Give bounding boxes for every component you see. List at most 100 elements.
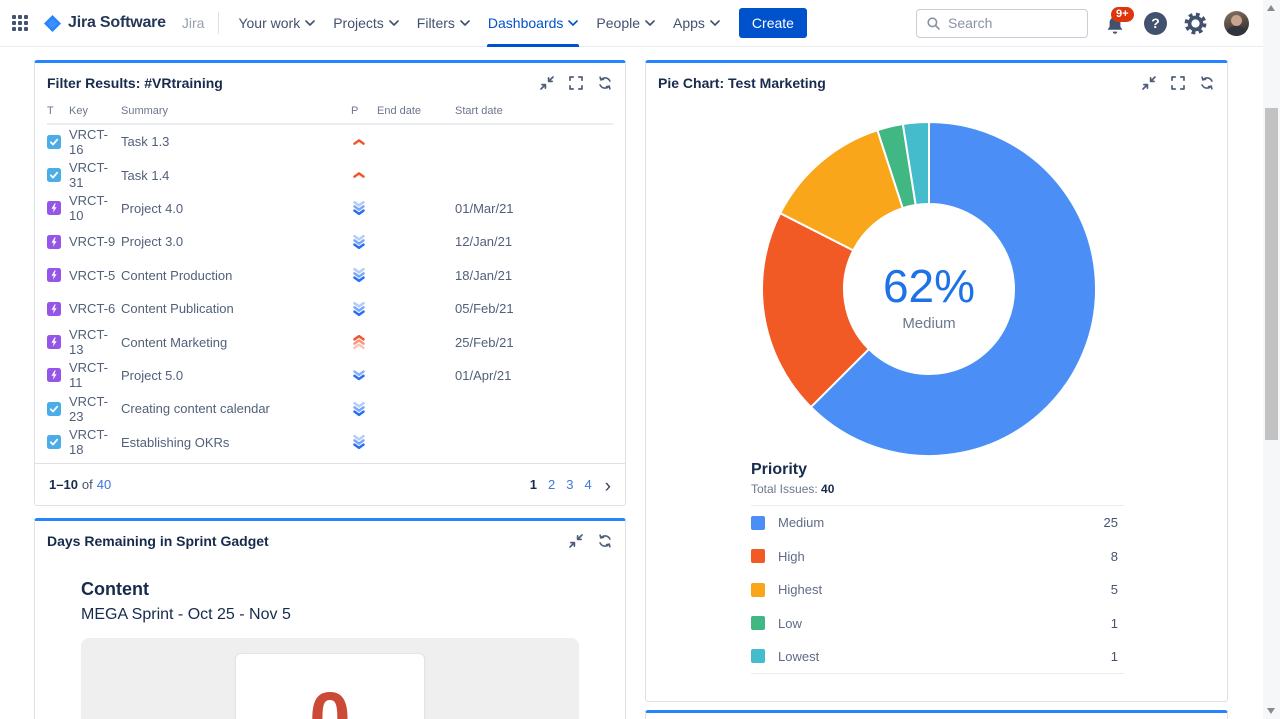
issue-key[interactable]: VRCT-10	[69, 193, 108, 224]
issue-type-cell	[47, 201, 69, 216]
issue-summary[interactable]: Project 3.0	[121, 234, 184, 250]
issue-row-vrct-16[interactable]: VRCT-16 Task 1.3	[47, 125, 613, 158]
priority-lowest-icon	[353, 234, 365, 249]
col-key: Key	[69, 105, 88, 117]
issue-row-vrct-18[interactable]: VRCT-18 Establishing OKRs	[47, 426, 613, 459]
issue-key[interactable]: VRCT-11	[69, 360, 108, 391]
scrollbar-down-arrow[interactable]	[1267, 708, 1275, 714]
issue-row-vrct-6[interactable]: VRCT-6 Content Publication 05/Feb/21	[47, 292, 613, 325]
issue-row-vrct-11[interactable]: VRCT-11 Project 5.0 01/Apr/21	[47, 359, 613, 392]
page-link-4[interactable]: 4	[584, 477, 592, 492]
issue-priority-cell	[351, 301, 377, 317]
nav-item-your-work[interactable]: Your work	[229, 0, 324, 47]
issue-key[interactable]: VRCT-18	[69, 427, 108, 458]
user-avatar[interactable]	[1224, 10, 1249, 36]
page-link-3[interactable]: 3	[566, 477, 574, 492]
issue-priority-cell	[351, 234, 377, 250]
refresh-gadget-icon[interactable]	[1199, 75, 1215, 91]
legend-row-high: High 8	[751, 540, 1124, 574]
issue-key[interactable]: VRCT-9	[69, 234, 116, 250]
issue-summary[interactable]: Project 5.0	[121, 367, 184, 383]
issue-summary[interactable]: Establishing OKRs	[121, 434, 230, 450]
pie-slice-high[interactable]	[761, 211, 871, 409]
maximize-gadget-icon[interactable]	[1170, 75, 1186, 91]
collapse-gadget-icon[interactable]	[568, 533, 584, 549]
issue-row-vrct-5[interactable]: VRCT-5 Content Production 18/Jan/21	[47, 259, 613, 292]
issue-start-date: 18/Jan/21	[455, 267, 513, 283]
jira-logo[interactable]: Jira Software	[44, 14, 166, 32]
app-switcher-icon[interactable]	[12, 15, 28, 31]
vertical-scrollbar[interactable]	[1263, 0, 1280, 719]
legend-row-lowest: Lowest 1	[751, 640, 1124, 674]
settings-gear-icon[interactable]	[1184, 12, 1207, 35]
search-input[interactable]	[948, 15, 1068, 31]
jira-diamond-icon	[44, 14, 61, 32]
issue-key[interactable]: VRCT-31	[69, 160, 108, 191]
col-summary: Summary	[121, 105, 169, 117]
page-link-2[interactable]: 2	[547, 477, 556, 492]
nav-items: Your work Projects Filters Dashboards People…	[229, 0, 728, 47]
total-issues-value: 40	[821, 482, 835, 496]
next-page-button[interactable]: ›	[604, 476, 611, 497]
create-button[interactable]: Create	[738, 8, 807, 38]
legend-swatch-lowest	[751, 649, 765, 664]
col-priority: P	[351, 105, 359, 117]
issue-summary[interactable]: Content Publication	[121, 301, 234, 317]
task-type-icon	[47, 435, 61, 450]
issue-type-cell	[47, 168, 69, 183]
issue-row-vrct-23[interactable]: VRCT-23 Creating content calendar	[47, 392, 613, 425]
legend-swatch-low	[751, 616, 765, 631]
total-results-link[interactable]: 40	[96, 477, 112, 492]
issue-summary[interactable]: Task 1.4	[121, 167, 170, 183]
issue-summary[interactable]: Project 4.0	[121, 200, 184, 216]
chevron-down-icon	[568, 20, 579, 26]
col-end-date: End date	[377, 105, 422, 117]
issue-key[interactable]: VRCT-6	[69, 301, 116, 317]
issue-type-cell	[47, 301, 69, 316]
legend-row-highest: Highest 5	[751, 573, 1124, 607]
issue-row-vrct-13[interactable]: VRCT-13 Content Marketing 25/Feb/21	[47, 325, 613, 358]
nav-item-dashboards[interactable]: Dashboards	[479, 0, 588, 47]
issue-key[interactable]: VRCT-5	[69, 267, 116, 283]
table-body: VRCT-16 Task 1.3 VRCT-31 Task 1.4 VRCT-10 Pro…	[47, 125, 613, 459]
issue-row-vrct-10[interactable]: VRCT-10 Project 4.0 01/Mar/21	[47, 192, 613, 225]
chevron-down-icon	[388, 20, 399, 26]
issue-summary[interactable]: Content Marketing	[121, 334, 228, 350]
refresh-gadget-icon[interactable]	[597, 75, 613, 91]
issue-priority-cell	[351, 434, 377, 450]
donut-center-label: Medium	[902, 315, 955, 332]
scrollbar-up-arrow[interactable]	[1267, 5, 1275, 11]
issue-start-date: 25/Feb/21	[455, 334, 514, 350]
issue-key[interactable]: VRCT-23	[69, 393, 108, 424]
issue-row-vrct-31[interactable]: VRCT-31 Task 1.4	[47, 158, 613, 191]
priority-low-icon	[353, 370, 365, 381]
priority-lowest-icon	[353, 301, 365, 316]
issue-summary[interactable]: Task 1.3	[121, 134, 170, 150]
issue-summary[interactable]: Content Production	[121, 267, 233, 283]
pie-slice-medium[interactable]	[809, 120, 1097, 457]
issue-type-cell	[47, 401, 69, 416]
nav-item-apps[interactable]: Apps	[664, 0, 729, 47]
pie-slice-lowest[interactable]	[901, 120, 930, 207]
nav-item-filters[interactable]: Filters	[408, 0, 479, 47]
of-label: of	[81, 477, 93, 492]
scrollbar-thumb[interactable]	[1265, 108, 1278, 440]
help-button[interactable]: ?	[1144, 11, 1167, 35]
nav-item-projects[interactable]: Projects	[324, 0, 408, 47]
issue-key[interactable]: VRCT-16	[69, 126, 108, 157]
refresh-gadget-icon[interactable]	[597, 533, 613, 549]
collapse-gadget-icon[interactable]	[1141, 75, 1157, 91]
issue-row-vrct-9[interactable]: VRCT-9 Project 3.0 12/Jan/21	[47, 225, 613, 258]
maximize-gadget-icon[interactable]	[568, 75, 584, 91]
nav-item-people[interactable]: People	[587, 0, 664, 47]
issue-key[interactable]: VRCT-13	[69, 327, 108, 358]
legend-label: Lowest	[778, 648, 820, 664]
notifications-button[interactable]: 9+	[1105, 7, 1134, 35]
result-range: 1–10	[49, 477, 78, 492]
legend-value: 1	[1110, 648, 1118, 664]
issue-summary[interactable]: Creating content calendar	[121, 401, 270, 417]
collapse-gadget-icon[interactable]	[539, 75, 555, 91]
search-box[interactable]	[916, 8, 1088, 38]
